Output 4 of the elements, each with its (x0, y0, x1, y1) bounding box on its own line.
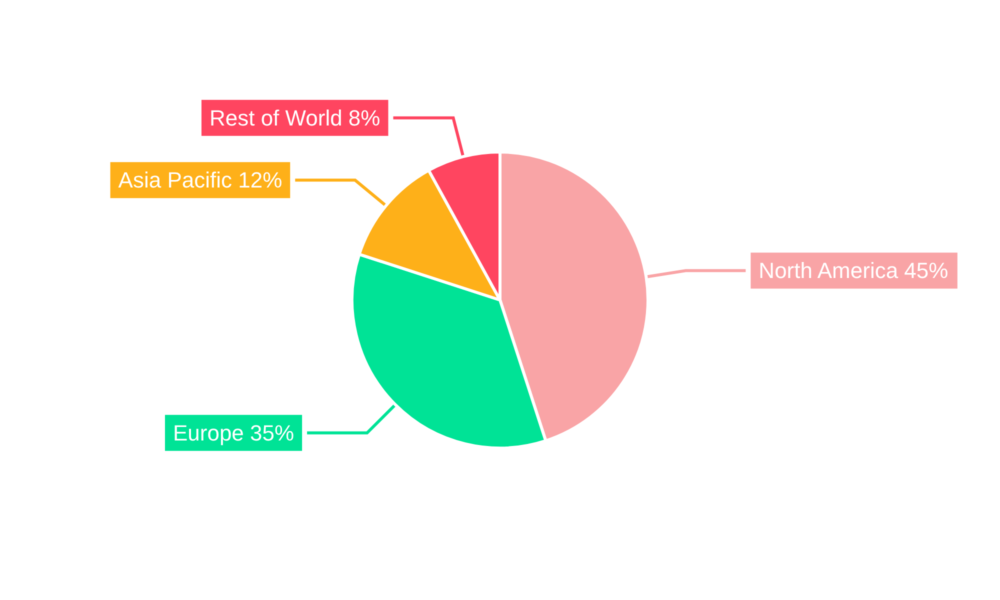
slice-label: Europe 35% (172, 420, 294, 446)
slice-label: Rest of World 8% (209, 105, 380, 130)
slice-label: North America 45% (758, 258, 948, 284)
slice-label: Asia Pacific 12% (118, 168, 282, 193)
